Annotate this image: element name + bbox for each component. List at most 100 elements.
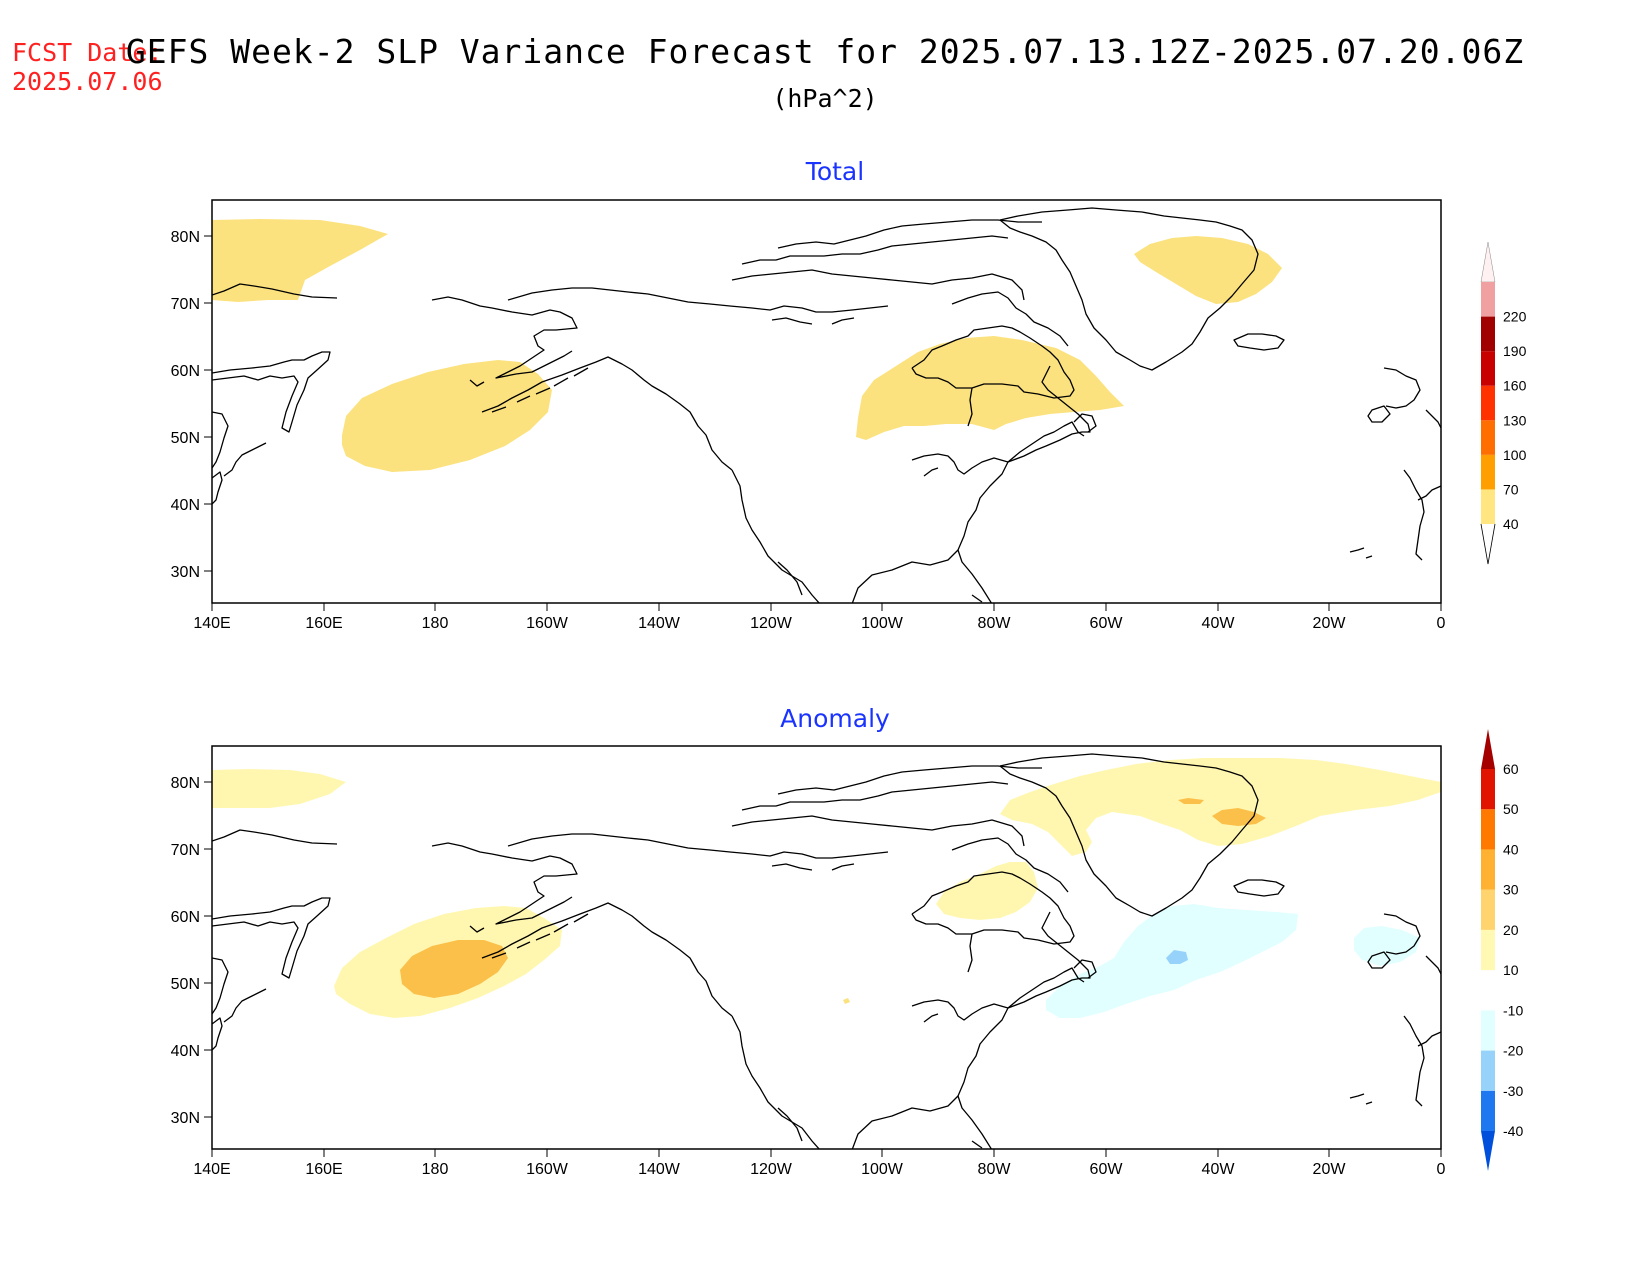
lon-label: 180 xyxy=(422,1161,449,1178)
lon-label: 100W xyxy=(861,615,904,632)
colorbar-label: -10 xyxy=(1503,1002,1523,1018)
colorbar-label: 40 xyxy=(1503,841,1519,857)
colorbar-box xyxy=(1481,1090,1495,1131)
lat-label: 50N xyxy=(171,430,200,447)
lon-label: 100W xyxy=(861,1161,904,1178)
anomaly-shade-arctic-west xyxy=(212,769,346,808)
lon-label: 140E xyxy=(193,615,230,632)
lon-label: 180 xyxy=(422,615,449,632)
colorbar-triangle-upper xyxy=(1480,241,1496,283)
lat-label: 70N xyxy=(171,842,200,859)
lon-label: 40W xyxy=(1202,615,1236,632)
anomaly-shade-small-spot xyxy=(843,998,850,1004)
lon-label: 120W xyxy=(750,1161,793,1178)
lon-label: 40W xyxy=(1202,1161,1236,1178)
colorbar-box xyxy=(1481,351,1495,386)
anomaly-lon-axis: 140E 160E 180 160W 140W 120W 100W 80W 60… xyxy=(193,1149,1446,1178)
colorbar-label: 30 xyxy=(1503,882,1519,898)
colorbar-triangle-lower xyxy=(1480,523,1496,565)
colorbar-box xyxy=(1481,385,1495,421)
lat-label: 30N xyxy=(171,564,200,581)
total-map-frame xyxy=(211,199,1442,604)
lat-label: 70N xyxy=(171,296,200,313)
anomaly-map-frame xyxy=(211,745,1442,1150)
colorbar-box xyxy=(1481,282,1495,317)
anomaly-shade-greenland-core xyxy=(1212,808,1266,826)
lat-label: 80N xyxy=(171,775,200,792)
colorbar-label: 40 xyxy=(1503,516,1519,532)
total-lon-axis: 140E 160E 180 160W 140W 120W 100W 80W 60… xyxy=(193,603,1446,632)
colorbar-label: 70 xyxy=(1503,481,1519,497)
lon-label: 60W xyxy=(1090,1161,1124,1178)
colorbar-label: 60 xyxy=(1503,761,1519,777)
colorbar-label: 190 xyxy=(1503,343,1527,359)
lon-label: 140W xyxy=(638,615,681,632)
colorbar-box xyxy=(1481,809,1495,850)
colorbar-box xyxy=(1481,1050,1495,1091)
colorbar-label: -40 xyxy=(1503,1123,1523,1139)
forecast-date: FCST Date: 2025.07.06 xyxy=(12,38,163,96)
colorbar-label: 160 xyxy=(1503,378,1527,394)
lon-label: 160W xyxy=(526,615,569,632)
lat-label: 40N xyxy=(171,1043,200,1060)
units-label: (hPa^2) xyxy=(772,84,878,113)
lon-label: 20W xyxy=(1313,615,1347,632)
lon-label: 20W xyxy=(1313,1161,1347,1178)
anomaly-lat-axis: 80N 70N 60N 50N 40N 30N xyxy=(171,775,212,1127)
lon-label: 160W xyxy=(526,1161,569,1178)
anomaly-panel: Anomaly 80N 70N 60N 50N 40N 30N xyxy=(171,704,1524,1178)
total-panel: Total 80N 70N 60N 50N 40N 30N 140E 160E … xyxy=(171,157,1527,632)
anomaly-shade-north-pacific-core xyxy=(400,940,508,998)
anomaly-map-field xyxy=(212,753,1441,1149)
lon-label: 140W xyxy=(638,1161,681,1178)
lat-label: 30N xyxy=(171,1110,200,1127)
lon-label: 160E xyxy=(305,615,342,632)
colorbar-box xyxy=(1481,889,1495,930)
colorbar-label: 130 xyxy=(1503,412,1527,428)
lon-label: 60W xyxy=(1090,615,1124,632)
total-shade-hudson-bay xyxy=(856,336,1124,440)
colorbar-box xyxy=(1481,316,1495,352)
lon-label: 80W xyxy=(978,615,1012,632)
total-shade-north-pacific xyxy=(342,360,552,472)
colorbar-label: -30 xyxy=(1503,1083,1523,1099)
lon-label: 120W xyxy=(750,615,793,632)
anomaly-shade-greenland-core-small xyxy=(1178,798,1204,804)
colorbar-box xyxy=(1481,769,1495,810)
colorbar-label: 50 xyxy=(1503,801,1519,817)
colorbar-box xyxy=(1481,489,1495,524)
total-map-field xyxy=(212,207,1441,603)
colorbar-box xyxy=(1481,970,1495,1011)
lon-label: 160E xyxy=(305,1161,342,1178)
total-lat-axis: 80N 70N 60N 50N 40N 30N xyxy=(171,229,212,581)
anomaly-shade-newfoundland-core xyxy=(1166,950,1188,964)
anomaly-shade-east-atlantic xyxy=(1354,926,1420,966)
total-shade-arctic-west xyxy=(212,219,388,302)
lon-label: 0 xyxy=(1437,615,1446,632)
colorbar-label: -20 xyxy=(1503,1043,1523,1059)
lat-label: 40N xyxy=(171,497,200,514)
total-panel-title: Total xyxy=(805,157,864,186)
lat-label: 80N xyxy=(171,229,200,246)
colorbar-box xyxy=(1481,849,1495,890)
lon-label: 140E xyxy=(193,1161,230,1178)
total-shade-greenland xyxy=(1134,236,1282,304)
colorbar-label: 100 xyxy=(1503,447,1527,463)
forecast-date-label: FCST Date: xyxy=(12,38,163,67)
anomaly-panel-title: Anomaly xyxy=(780,704,890,733)
anomaly-shade-greenland xyxy=(1000,758,1441,856)
colorbar-box xyxy=(1481,1010,1495,1051)
anomaly-shade-hudson-bay xyxy=(936,862,1038,920)
lat-label: 60N xyxy=(171,909,200,926)
colorbar-box xyxy=(1481,929,1495,971)
colorbar-triangle-lower xyxy=(1481,1131,1495,1171)
total-colorbar: 40 70 100 130 160 190 220 xyxy=(1480,241,1527,565)
lat-label: 60N xyxy=(171,363,200,380)
colorbar-box xyxy=(1481,420,1495,455)
lon-label: 80W xyxy=(978,1161,1012,1178)
forecast-date-value: 2025.07.06 xyxy=(12,67,163,96)
colorbar-label: 220 xyxy=(1503,309,1527,325)
figure-title-text: GEFS Week-2 SLP Variance Forecast for 20… xyxy=(125,32,1525,71)
colorbar-label: 20 xyxy=(1503,922,1519,938)
